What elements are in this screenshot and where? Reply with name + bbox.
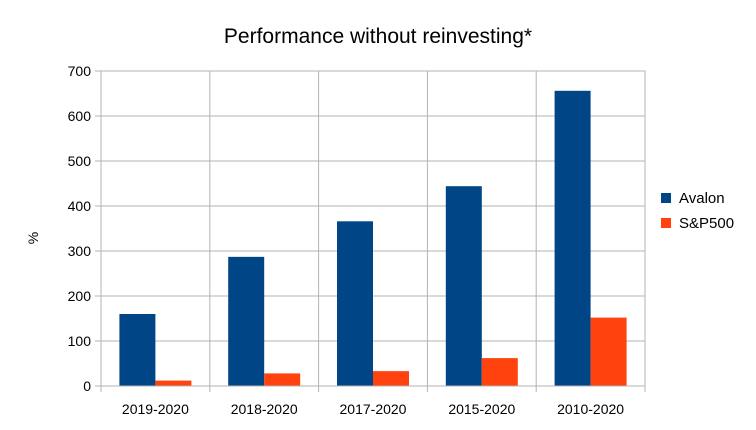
x-tick-label: 2015-2020 — [448, 401, 515, 417]
y-axis-ticks: 0 100 200 300 400 500 600 700 — [68, 63, 92, 394]
x-tick-label: 2017-2020 — [340, 401, 407, 417]
bar-avalon-0 — [119, 314, 156, 386]
x-axis-ticks: 2019-2020 2018-2020 2017-2020 2015-2020 2010… — [122, 401, 624, 417]
y-tick-label: 0 — [83, 378, 91, 394]
bar-s-p500-3 — [481, 358, 518, 386]
legend-label: Avalon — [679, 190, 725, 207]
bar-s-p500-1 — [264, 373, 301, 386]
bar-s-p500-2 — [373, 371, 409, 386]
axes — [100, 70, 646, 387]
y-tick-label: 700 — [68, 63, 92, 79]
y-axis-label: % — [25, 232, 41, 244]
y-tick-label: 200 — [68, 288, 92, 304]
legend: Avalon S&P500 — [661, 190, 734, 232]
bar-avalon-3 — [445, 186, 482, 386]
y-tick-label: 400 — [68, 198, 92, 214]
legend-swatch — [661, 218, 671, 228]
bar-s-p500-4 — [590, 317, 627, 386]
bar-avalon-1 — [228, 256, 265, 386]
bar-avalon-2 — [337, 221, 373, 386]
legend-label: S&P500 — [679, 215, 734, 232]
x-tick-label: 2010-2020 — [557, 401, 624, 417]
bar-avalon-4 — [554, 90, 591, 387]
chart-title: Performance without reinvesting* — [224, 25, 532, 48]
y-tick-label: 500 — [68, 153, 92, 169]
legend-swatch — [661, 193, 671, 203]
y-tick-label: 600 — [68, 108, 92, 124]
y-tick-label: 100 — [68, 333, 92, 349]
bars — [119, 90, 627, 387]
bar-s-p500-0 — [155, 380, 192, 386]
plot-frame — [100, 70, 646, 387]
x-tick-label: 2018-2020 — [231, 401, 298, 417]
y-tick-label: 300 — [68, 243, 92, 259]
x-tick-label: 2019-2020 — [122, 401, 189, 417]
